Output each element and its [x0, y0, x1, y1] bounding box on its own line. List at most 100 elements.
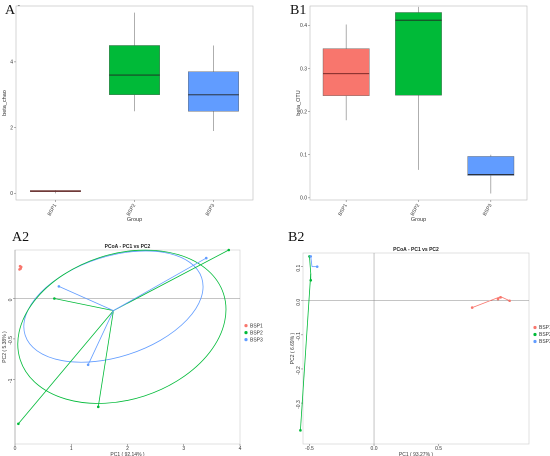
x-tick-label: 0 [14, 446, 17, 452]
legend-swatch [533, 339, 537, 344]
data-point [309, 278, 313, 282]
legend-label: BSP2 [539, 332, 550, 338]
y-tick-label: 0.0 [300, 196, 307, 202]
x-tick-label: 2 [126, 446, 129, 452]
spoke-line [472, 296, 501, 308]
box-body [109, 45, 160, 95]
legend-swatch [533, 332, 537, 337]
y-tick-label: 4 [10, 60, 13, 66]
panel-a2: A2 PCoA - PC1 vs PC2 0 1 2 3 4 -1 -0.5 0 PC1 ( 92.… [2, 230, 263, 456]
data-point [499, 296, 502, 299]
legend-label: BSP3 [250, 337, 263, 343]
spoke-line [500, 296, 510, 302]
spoke-line [58, 286, 114, 311]
x-tick-label: BSP1 [47, 203, 59, 217]
y-tick-label: 0 [8, 298, 14, 301]
x-tick-label: 0.5 [435, 446, 442, 452]
series-bsp1 [470, 296, 511, 309]
x-tick-label: 3 [182, 446, 185, 452]
y-tick-label: 0.1 [296, 264, 302, 271]
legend-label: BSP1 [539, 325, 550, 331]
confidence-ellipse-bsp2 [17, 249, 227, 404]
box-body [188, 71, 239, 112]
spoke-line [113, 249, 229, 311]
data-point [470, 306, 474, 309]
y-tick-label: 0.3 [300, 66, 307, 72]
data-point [19, 267, 22, 270]
legend-swatch [244, 331, 248, 335]
y-tick-label: 0.1 [300, 153, 307, 159]
spoke-line [300, 273, 312, 431]
data-point [57, 285, 61, 288]
x-axis-label: PC1 ( 93.27% ) [399, 452, 434, 456]
panel-b2: B2 PCoA - PC1 vs PC2 -0.5 0.0 0.5 -0.3 -0.2 -0.… [288, 230, 550, 456]
y-axis-label: beta_OTU [296, 90, 302, 115]
panel-letter: A2 [12, 230, 29, 245]
data-point [315, 265, 319, 268]
box-bsp2 [109, 12, 160, 112]
x-tick-label: BSP2 [126, 203, 138, 217]
x-tick-label: 0.0 [371, 446, 378, 452]
spoke-line [97, 310, 114, 407]
legend-label: BSP3 [539, 339, 550, 345]
y-tick-label: -0.1 [296, 332, 302, 341]
data-point [86, 363, 90, 367]
data-point [204, 256, 208, 260]
data-point [17, 422, 20, 426]
y-tick-label: -0.5 [8, 336, 14, 345]
legend-label: BSP1 [250, 323, 263, 329]
series-bsp2 [17, 248, 231, 426]
spoke-line [87, 310, 114, 365]
series-bsp1 [18, 264, 23, 271]
y-axis-label: PC2 ( 6.69% ) [290, 332, 296, 364]
plot-frame [302, 252, 530, 445]
legend-swatch [533, 325, 537, 330]
x-tick-label: BSP3 [482, 203, 494, 217]
legend-swatch [244, 338, 248, 342]
x-axis-label: Group [127, 217, 142, 223]
x-tick-label: -0.5 [305, 446, 314, 452]
y-tick-label: 2 [10, 125, 13, 131]
y-tick-label: -0.2 [296, 366, 302, 375]
plot-frame [14, 249, 241, 445]
panel-letter: B1 [290, 3, 306, 18]
box-body [467, 156, 515, 176]
series-bsp3 [57, 256, 208, 367]
y-tick-label: 0.0 [296, 299, 302, 306]
x-axis-label: Group [411, 217, 426, 223]
spoke-line [310, 256, 313, 267]
spoke-line [18, 310, 114, 425]
y-tick-label: -1 [8, 378, 14, 383]
x-tick-label: BSP2 [410, 203, 422, 217]
y-tick-label: -0.3 [296, 400, 302, 409]
series-bsp3 [309, 255, 319, 268]
chart-title: PCoA - PC1 vs PC2 [105, 244, 151, 250]
chart-title: PCoA - PC1 vs PC2 [393, 247, 439, 253]
legend-swatch [244, 324, 248, 328]
box-bsp1 [322, 24, 370, 121]
confidence-ellipse-bsp3 [23, 250, 204, 363]
y-axis-label: PC2 ( 5.38% ) [2, 331, 8, 363]
data-point [309, 255, 313, 258]
x-tick-label: 1 [70, 446, 73, 452]
data-point [508, 299, 511, 303]
data-point [53, 297, 56, 300]
box-body [322, 48, 370, 96]
legend-label: BSP2 [250, 330, 263, 336]
x-tick-label: 4 [239, 446, 242, 452]
x-axis-label: PC1 ( 92.14% ) [110, 452, 145, 456]
box-bsp2 [395, 6, 442, 170]
x-tick-label: BSP3 [205, 203, 217, 217]
spoke-line [54, 298, 114, 312]
box-bsp3 [188, 45, 239, 131]
x-tick-label: BSP1 [337, 203, 349, 217]
box-bsp3 [467, 154, 515, 194]
panel-letter: B2 [288, 230, 304, 245]
data-point [496, 297, 500, 301]
data-point [299, 429, 302, 432]
box-body [395, 12, 442, 96]
box-bsp1 [30, 190, 81, 194]
data-point [96, 405, 100, 409]
